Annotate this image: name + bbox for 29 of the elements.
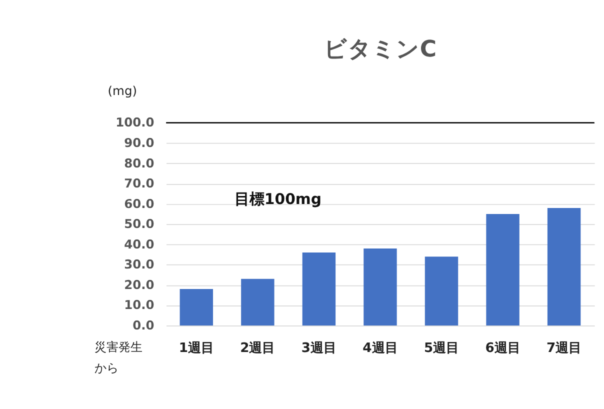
y-tick-label: 70.0 [124,176,154,191]
bar [364,248,397,326]
bar [302,252,336,326]
x-axis-title: 災害発生から [94,340,142,375]
x-tick-label: 7週目 [546,340,582,356]
y-tick-label: 30.0 [124,258,154,272]
y-tick-label: 80.0 [124,156,154,170]
bar [486,214,520,326]
y-axis-title: (mg) [108,84,137,98]
bar [424,256,458,326]
y-tick-label: 20.0 [124,278,154,292]
y-tick-label: 10.0 [124,298,154,312]
y-tick-label: 40.0 [124,237,154,252]
x-tick-label: 3週目 [301,340,337,356]
bar [180,289,214,326]
y-tick-label: 0.0 [132,318,154,332]
y-tick-label: 60.0 [124,196,154,211]
bar [241,278,274,326]
x-tick-label: 6週目 [485,340,520,356]
y-tick-label: 100.0 [116,116,154,130]
y-tick-label: 90.0 [124,136,154,150]
chart-title: ビタミンC [324,36,437,62]
y-tick-label: 50.0 [124,217,154,232]
annotation: 目標100mg [234,190,322,208]
x-tick-label: 5週目 [424,340,460,356]
x-tick-label: 2週目 [240,340,276,356]
x-tick-label: 4週目 [362,340,398,356]
bar [547,208,581,326]
x-tick-label: 1週目 [178,340,214,356]
